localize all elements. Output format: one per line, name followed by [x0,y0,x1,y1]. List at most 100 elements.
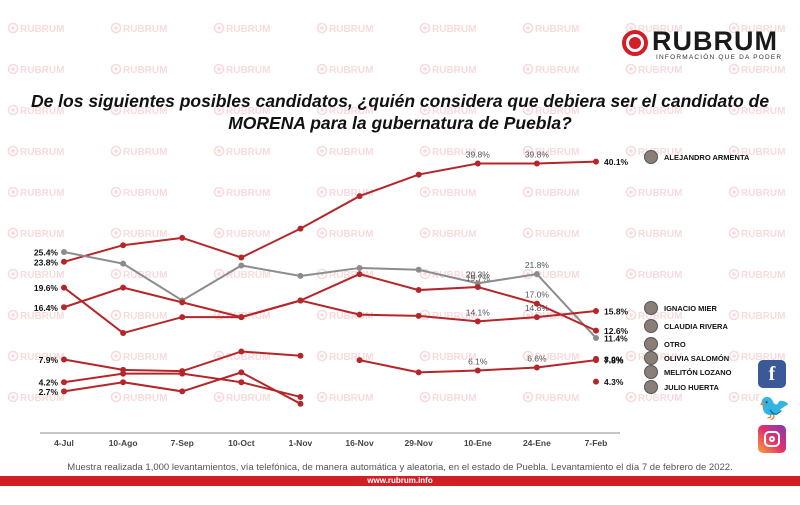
watermark-tile: RUBRUM [110,350,167,363]
data-point [593,327,599,334]
svg-text:RUBRUM: RUBRUM [638,24,682,35]
watermark-tile: RUBRUM [522,227,579,240]
twitter-icon[interactable]: 🐦 [758,392,791,422]
watermark-tile: RUBRUM [419,268,476,281]
svg-text:RUBRUM: RUBRUM [432,65,476,76]
svg-text:RUBRUM: RUBRUM [329,352,373,363]
watermark-tile: RUBRUM [419,350,476,363]
svg-text:RUBRUM: RUBRUM [432,188,476,199]
candidate-avatar-icon [644,351,658,365]
data-label: 4.2% [39,378,59,388]
data-point [593,307,599,314]
watermark-tile: RUBRUM [728,22,785,35]
svg-text:RUBRUM: RUBRUM [226,188,270,199]
facebook-icon[interactable]: f [758,360,786,388]
svg-text:RUBRUM: RUBRUM [535,65,579,76]
rubrum-logo: RUBRUM INFORMACIÓN QUE DA PODER [622,26,782,66]
data-point [474,318,481,325]
data-point [474,283,481,290]
svg-text:RUBRUM: RUBRUM [535,393,579,404]
watermark-tile: RUBRUM [728,104,785,117]
svg-text:RUBRUM: RUBRUM [432,393,476,404]
data-label: 39.8% [466,150,491,160]
legend-label: ALEJANDRO ARMENTA [664,153,750,162]
candidate-avatar-icon [644,337,658,351]
logo-ring-icon [622,30,648,56]
chart-title: De los siguientes posibles candidatos, ¿… [0,90,800,134]
watermark-tile: RUBRUM [316,22,373,35]
svg-text:RUBRUM: RUBRUM [123,147,167,158]
data-label: 6.1% [468,357,488,367]
svg-text:RUBRUM: RUBRUM [226,24,270,35]
svg-text:RUBRUM: RUBRUM [123,229,167,240]
series-line [63,273,597,335]
svg-text:RUBRUM: RUBRUM [432,311,476,322]
data-point [297,225,304,232]
watermark-tile: RUBRUM [316,186,373,199]
svg-text:RUBRUM: RUBRUM [741,24,785,35]
svg-text:RUBRUM: RUBRUM [123,311,167,322]
watermark-tile: RUBRUM [7,268,64,281]
watermark-tile: RUBRUM [419,22,476,35]
data-point [297,297,304,304]
data-point [297,352,304,359]
svg-text:RUBRUM: RUBRUM [226,352,270,363]
x-tick-label: 10-Oct [228,438,255,448]
methodology-note: Muestra realizada 1,000 levantamientos, … [67,462,733,473]
logo-wordmark: RUBRUM [652,26,778,56]
svg-text:RUBRUM: RUBRUM [638,65,682,76]
svg-text:RUBRUM: RUBRUM [741,65,785,76]
chart-title-line2: MORENA para la gubernatura de Puebla? [228,113,572,133]
data-point [415,312,422,319]
data-point [415,287,422,294]
svg-text:RUBRUM: RUBRUM [432,270,476,281]
data-point [61,248,67,255]
watermark-tile: RUBRUM [625,145,682,158]
data-point [61,388,67,395]
instagram-icon[interactable] [758,425,786,453]
watermark-tile: RUBRUM [110,227,167,240]
line-chart: 4-Jul 10-Ago 7-Sep 10-Oct 1-Nov 16-Nov 29-Nov 1… [34,150,629,448]
data-point [415,266,422,273]
svg-text:RUBRUM: RUBRUM [20,311,64,322]
svg-text:RUBRUM: RUBRUM [535,352,579,363]
svg-text:RUBRUM: RUBRUM [535,311,579,322]
watermark-tile: RUBRUM [522,145,579,158]
legend-label: IGNACIO MIER [664,304,717,313]
watermark-tile: RUBRUM [213,186,270,199]
data-point [356,271,363,278]
data-label: 39.8% [525,150,550,160]
watermark-tile: RUBRUM [522,63,579,76]
data-point [297,400,304,407]
svg-text:RUBRUM: RUBRUM [638,147,682,158]
watermark-tile: RUBRUM [7,309,64,322]
watermark-tile: RUBRUM [728,63,785,76]
data-label: 17.0% [525,290,550,300]
watermark-tile: RUBRUM [110,268,167,281]
footer-url[interactable]: www.rubrum.info [367,476,433,485]
watermark-tile: RUBRUM [110,104,167,117]
svg-text:RUBRUM: RUBRUM [20,24,64,35]
watermark-pattern: RUBRUM RUBRUM RUBRUM RUBRUM RUBRUM RUBRUM RUBR… [7,22,785,404]
logo-tagline: INFORMACIÓN QUE DA PODER [656,54,783,61]
data-point [238,379,245,386]
watermark-tile: RUBRUM [316,104,373,117]
svg-text:RUBRUM: RUBRUM [638,393,682,404]
watermark-tile: RUBRUM [110,63,167,76]
svg-text:RUBRUM: RUBRUM [20,229,64,240]
data-label: 12.6% [604,326,629,336]
svg-text:RUBRUM: RUBRUM [535,229,579,240]
data-point [415,171,422,178]
legend-label: JULIO HUERTA [664,383,719,392]
candidate-avatar-icon [644,301,658,315]
data-point [415,369,422,376]
data-point [61,284,67,291]
instagram-lens [769,436,775,442]
watermark-tile: RUBRUM [728,186,785,199]
watermark-tile: RUBRUM [316,309,373,322]
svg-text:RUBRUM: RUBRUM [329,311,373,322]
svg-text:RUBRUM: RUBRUM [226,270,270,281]
data-point [533,314,540,321]
svg-text:RUBRUM: RUBRUM [20,65,64,76]
data-point [533,300,540,307]
